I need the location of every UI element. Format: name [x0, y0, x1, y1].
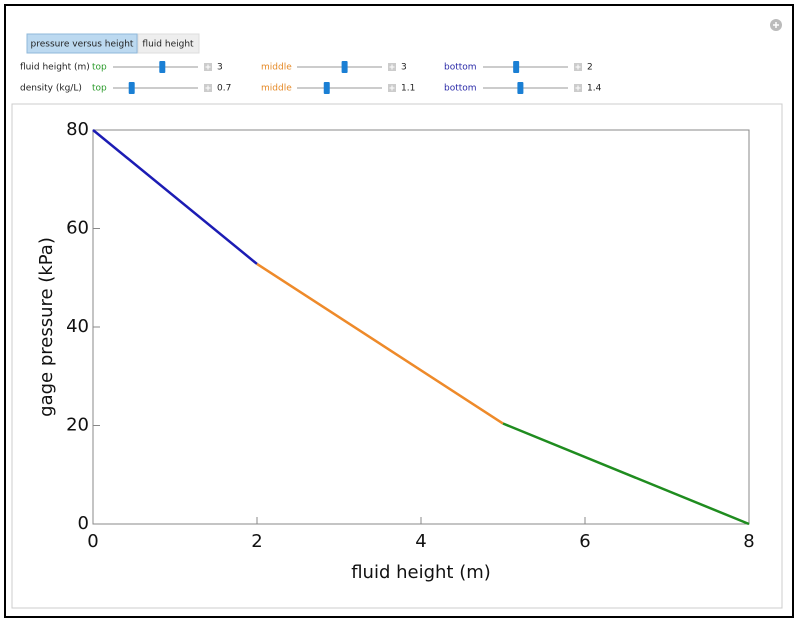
slider-thumb[interactable] [128, 82, 135, 94]
slider-value: 0.7 [217, 84, 231, 94]
y-tick-label: 40 [66, 316, 89, 337]
expand-icon [205, 85, 211, 91]
y-axis-label: gage pressure (kPa) [36, 237, 57, 417]
tab-selected[interactable] [26, 33, 138, 54]
expand-icon [205, 64, 211, 70]
slider-track[interactable] [483, 87, 568, 89]
slider-value: 3 [217, 63, 223, 73]
slider-track[interactable] [297, 66, 382, 68]
tab-label[interactable]: fluid height [142, 40, 194, 50]
x-tick-label: 2 [251, 531, 262, 552]
expand-icon [575, 64, 581, 70]
slider-thumb[interactable] [341, 61, 348, 73]
slider-label: bottom [444, 84, 477, 94]
y-tick-label: 20 [66, 415, 89, 436]
slider-value: 3 [401, 63, 407, 73]
slider-thumb[interactable] [517, 82, 524, 94]
options-icon [773, 22, 779, 28]
slider-track[interactable] [297, 87, 382, 89]
x-tick-label: 6 [579, 531, 590, 552]
slider-label: top [92, 84, 107, 94]
line-segment [92, 129, 258, 265]
y-tick-label: 60 [66, 218, 89, 239]
slider-value: 1.1 [401, 84, 415, 94]
slider-track[interactable] [113, 87, 198, 89]
control-label: density (kg/L) [20, 84, 82, 94]
tab[interactable] [137, 33, 200, 54]
slider-value: 1.4 [587, 84, 602, 94]
x-axis-label: fluid height (m) [351, 562, 491, 583]
expand-icon [575, 85, 581, 91]
slider-thumb[interactable] [159, 61, 166, 73]
slider-label: middle [261, 63, 292, 73]
y-tick-label: 80 [66, 119, 89, 140]
x-tick-label: 0 [87, 531, 98, 552]
slider-track[interactable] [113, 66, 198, 68]
slider-label: bottom [444, 63, 477, 73]
x-tick-label: 4 [415, 531, 426, 552]
slider-label: middle [261, 84, 292, 94]
slider-thumb[interactable] [323, 82, 330, 94]
line-segment [256, 262, 504, 425]
expand-icon [389, 85, 395, 91]
y-tick-label: 0 [78, 513, 89, 534]
tab-label[interactable]: pressure versus height [31, 40, 134, 50]
x-tick-label: 8 [743, 531, 754, 552]
slider-thumb[interactable] [513, 61, 520, 73]
expand-icon [389, 64, 395, 70]
line-segment [502, 422, 750, 526]
slider-value: 2 [587, 63, 593, 73]
slider-track[interactable] [483, 66, 568, 68]
control-label: fluid height (m) [20, 63, 90, 73]
slider-label: top [92, 63, 107, 73]
